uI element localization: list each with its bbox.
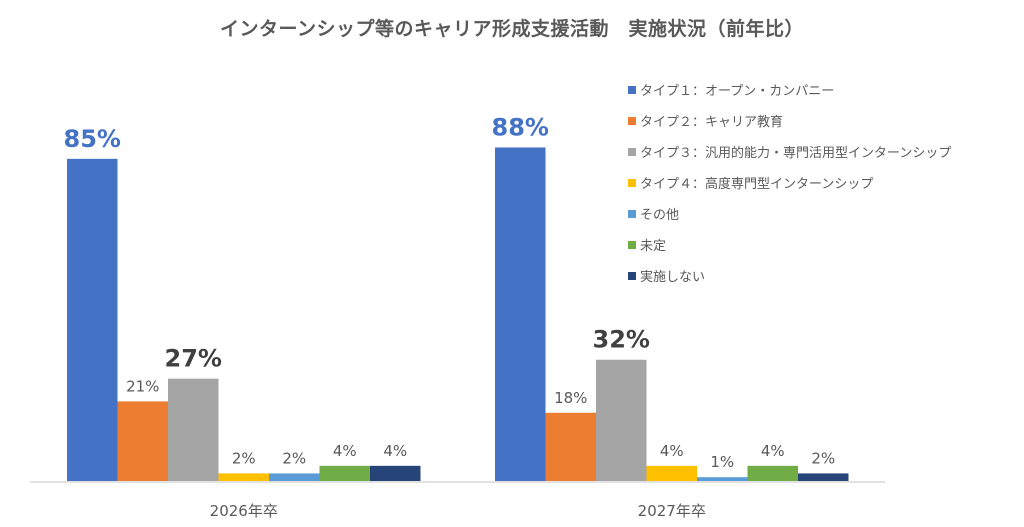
- bar: [67, 158, 118, 481]
- bar: [646, 465, 697, 481]
- data-label: 4%: [761, 442, 785, 460]
- bar: [168, 378, 219, 481]
- data-label: 88%: [492, 113, 549, 141]
- data-label: 4%: [333, 442, 357, 460]
- bar: [545, 412, 596, 481]
- bar: [495, 147, 546, 482]
- legend-swatch: [628, 178, 636, 187]
- legend-item: タイプ２：キャリア教育: [628, 105, 951, 136]
- legend-label: 実施しない: [640, 270, 706, 285]
- legend-swatch: [628, 271, 636, 280]
- legend-label: タイプ２：キャリア教育: [640, 115, 784, 130]
- legend-swatch: [628, 85, 636, 94]
- data-label: 4%: [383, 442, 407, 460]
- data-label: 85%: [64, 125, 121, 153]
- bar: [697, 477, 748, 481]
- x-tick-label: 2026年卒: [210, 502, 278, 520]
- bar: [370, 465, 421, 481]
- legend-item: タイプ１：オープン・カンパニー: [628, 74, 951, 105]
- legend-item: その他: [628, 198, 951, 229]
- data-label: 2%: [282, 449, 306, 467]
- legend-label: タイプ４：高度専門型インターンシップ: [640, 177, 874, 192]
- data-label: 21%: [126, 377, 159, 395]
- bar: [117, 401, 168, 481]
- legend-label: 未定: [640, 239, 667, 254]
- data-label: 18%: [554, 389, 587, 407]
- legend-label: タイプ１：オープン・カンパニー: [640, 84, 835, 99]
- bar: [319, 465, 370, 481]
- legend-swatch: [628, 240, 636, 249]
- bar: [269, 473, 320, 481]
- chart-title: インターンシップ等のキャリア形成支援活動 実施状況（前年比）: [219, 18, 805, 40]
- bar: [596, 359, 647, 481]
- legend-item: 実施しない: [628, 260, 951, 291]
- data-label: 4%: [660, 442, 684, 460]
- data-label: 1%: [710, 453, 734, 471]
- legend: タイプ１：オープン・カンパニー タイプ２：キャリア教育タイプ３：汎用的能力・専門活…: [628, 74, 951, 291]
- bar: [218, 473, 269, 481]
- x-tick-label: 2027年卒: [638, 502, 706, 520]
- data-label: 27%: [165, 345, 222, 373]
- legend-swatch: [628, 209, 636, 218]
- legend-item: 未定: [628, 229, 951, 260]
- bar: [798, 473, 849, 481]
- data-label: 32%: [593, 326, 650, 354]
- bar: [747, 465, 798, 481]
- legend-item: タイプ４：高度専門型インターンシップ: [628, 167, 951, 198]
- legend-swatch: [628, 147, 636, 156]
- data-label: 2%: [811, 449, 835, 467]
- legend-item: タイプ３：汎用的能力・専門活用型インターンシップ: [628, 136, 951, 167]
- legend-swatch: [628, 116, 636, 125]
- data-label: 2%: [232, 449, 256, 467]
- legend-label: タイプ３：汎用的能力・専門活用型インターンシップ: [640, 146, 952, 161]
- legend-label: その他: [640, 208, 680, 223]
